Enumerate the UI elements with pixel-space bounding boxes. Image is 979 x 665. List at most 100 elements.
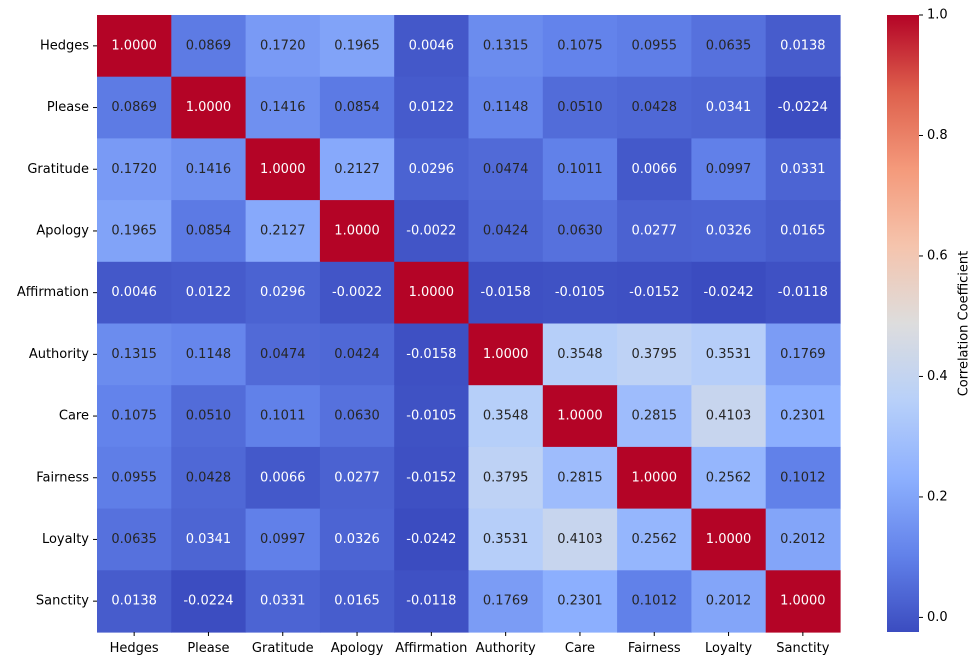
colorbar-tick-label: 1.0 [927,8,948,23]
heatmap-cell [97,138,172,201]
cell-value-label: 0.0474 [260,347,306,362]
cell-value-label: -0.0022 [406,223,456,238]
x-tick-label: Gratitude [252,641,314,656]
cell-value-label: 0.0341 [186,532,232,547]
heatmap-cell [319,76,395,139]
heatmap-cell [691,385,767,448]
heatmap-cell [617,200,692,263]
y-tick-label: Care [59,409,89,424]
cell-value-label: 0.3795 [632,347,678,362]
heatmap-cell [765,15,841,78]
heatmap-cell [617,570,692,633]
cell-value-label: 0.0635 [111,532,157,547]
cell-value-label: 0.0428 [632,100,678,115]
heatmap-cell [319,385,395,448]
heatmap-cell [394,261,470,325]
cell-value-label: -0.0152 [406,470,456,485]
x-tick-label: Care [565,641,595,656]
cell-value-label: 0.3548 [557,347,603,362]
heatmap-cell [97,570,172,633]
cell-value-label: 0.2815 [632,409,678,424]
cell-value-label: 0.2301 [557,594,603,609]
cell-value-label: 0.0277 [632,223,678,238]
cell-value-label: 0.0997 [706,162,752,177]
cell-value-label: 0.0854 [186,223,232,238]
heatmap-cell [765,385,841,448]
cell-value-label: 0.0424 [483,223,529,238]
cell-value-label: 0.2301 [780,409,826,424]
x-tick-label: Authority [476,641,536,656]
cell-value-label: 0.2815 [557,470,603,485]
cell-value-label: 0.1315 [111,347,157,362]
heatmap-cell [617,15,692,78]
heatmap-cell [765,138,841,201]
heatmap-cell [542,200,618,263]
y-tick-label: Authority [29,347,89,362]
cell-value-label: -0.0242 [406,532,456,547]
cell-value-label: 0.1416 [260,100,306,115]
cell-value-label: -0.0118 [406,594,456,609]
heatmap-cell [394,323,470,386]
heatmap-cell [245,385,321,448]
cell-value-label: -0.0152 [629,285,679,300]
x-tick-label: Affirmation [395,641,467,656]
heatmap-cell [765,76,841,139]
heatmap-cell [245,15,321,78]
y-tick-label: Affirmation [17,285,89,300]
cell-value-label: 0.1011 [260,409,306,424]
cell-value-label: 0.0630 [334,409,380,424]
cell-value-label: 0.3531 [483,532,529,547]
cell-value-label: 0.1416 [186,162,232,177]
x-tick-label: Fairness [628,641,681,656]
heatmap-cells [97,15,841,633]
heatmap-cell [245,261,321,325]
cell-value-label: 0.1720 [111,162,157,177]
cell-value-label: 0.0869 [186,38,232,53]
heatmap-cell [542,138,618,201]
heatmap-cell [97,385,172,448]
cell-value-label: 0.1148 [186,347,232,362]
x-tick-label: Apology [331,641,384,656]
cell-value-label: 0.0046 [409,38,455,53]
cell-value-label: 0.0331 [780,162,826,177]
cell-value-label: 0.1769 [780,347,826,362]
colorbar-tick-label: 0.6 [927,248,948,263]
heatmap-cell [617,385,692,448]
cell-value-label: 0.0635 [706,38,752,53]
heatmap-cell [171,76,247,139]
cell-value-label: 0.0997 [260,532,306,547]
heatmap-cell [765,508,841,571]
heatmap-cell [394,15,470,78]
heatmap-cell [765,446,841,510]
colorbar-tick-label: 0.4 [927,369,948,384]
heatmap-cell [542,508,618,571]
heatmap-cell [245,323,321,386]
heatmap-cell [468,138,544,201]
cell-value-label: -0.0242 [703,285,753,300]
heatmap-cell [691,570,767,633]
x-axis-tick-labels: Hedges Please Gratitude Apology Affirmation A… [110,632,830,656]
cell-value-label: 0.0955 [632,38,678,53]
cell-value-label: -0.0118 [778,285,828,300]
cell-value-label: -0.0105 [406,409,456,424]
cell-value-label: 0.0122 [409,100,455,115]
cell-value-label: 1.0000 [557,409,603,424]
heatmap-cell [245,446,321,510]
x-tick-label: Loyalty [705,641,752,656]
heatmap-cell [468,15,544,78]
cell-value-label: 0.1769 [483,594,529,609]
heatmap-cell [97,323,172,386]
heatmap-cell [617,508,692,571]
heatmap-cell [765,570,841,633]
cell-value-label: 0.1965 [111,223,157,238]
cell-value-labels: 1.0000 0.0869 0.1720 0.1965 0.0046 0.1315 0.10… [111,38,828,608]
cell-value-label: 0.0165 [780,223,826,238]
cell-value-label: 1.0000 [111,38,157,53]
cell-value-label: 0.0955 [111,470,157,485]
cell-value-label: 0.0510 [557,100,603,115]
cell-value-label: 0.0869 [111,100,157,115]
cell-value-label: 0.0296 [260,285,306,300]
heatmap-cell [394,508,470,571]
heatmap-cell [394,446,470,510]
